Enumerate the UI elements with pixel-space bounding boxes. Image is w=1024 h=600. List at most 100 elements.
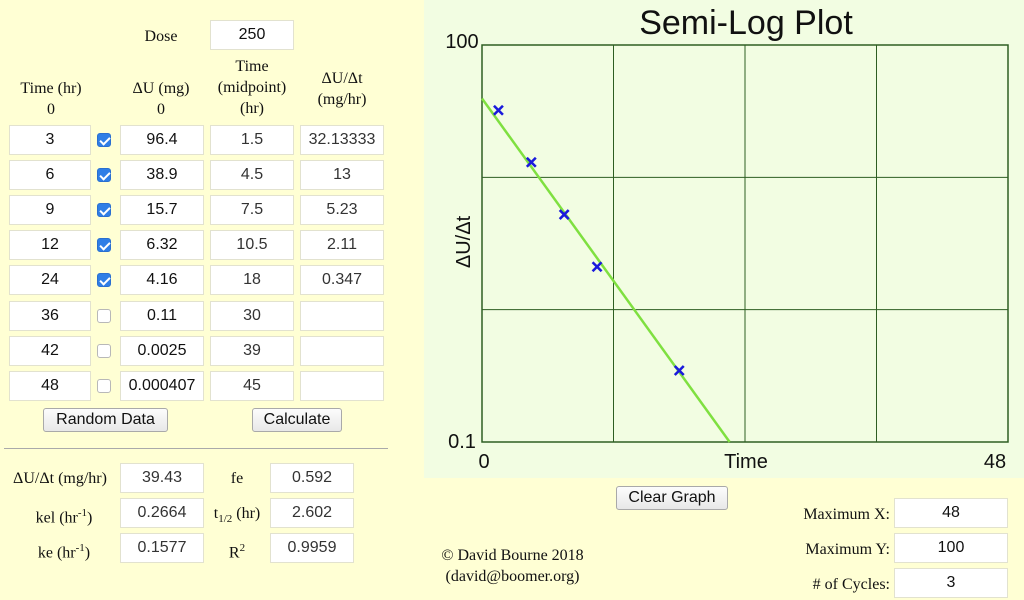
du-input[interactable]: 0.000407	[120, 371, 204, 401]
r2-label: R2	[212, 538, 262, 563]
data-point-stroke	[525, 156, 537, 168]
time-input[interactable]: 9	[9, 195, 91, 225]
du-header-zero: 0	[157, 101, 165, 118]
thalf-label-rest: (hr)	[232, 505, 261, 522]
chart-title: Semi-Log Plot	[639, 4, 853, 42]
midpoint-value[interactable]: 7.5	[210, 195, 294, 225]
row-checkbox[interactable]	[97, 238, 111, 252]
kel-label-text: kel (hr	[35, 509, 78, 527]
du-input[interactable]: 0.0025	[120, 336, 204, 366]
rate-value[interactable]	[300, 301, 384, 331]
fe-value[interactable]: 0.592	[270, 463, 354, 493]
data-point	[558, 209, 570, 221]
du-input[interactable]: 0.11	[120, 301, 204, 331]
rate-value[interactable]: 5.23	[300, 195, 384, 225]
copyright: © David Bourne 2018 (david@boomer.org)	[420, 545, 605, 587]
time-input[interactable]: 3	[9, 125, 91, 155]
row-checkbox[interactable]	[97, 344, 111, 358]
x-tick-right: 48	[984, 451, 1006, 473]
data-point-stroke	[673, 365, 685, 376]
clear-graph-button[interactable]: Clear Graph	[616, 486, 728, 510]
midpoint-value[interactable]: 45	[210, 371, 294, 401]
r2-value[interactable]: 0.9959	[270, 533, 354, 563]
dose-label: Dose	[144, 28, 178, 45]
max-y-input[interactable]: 100	[894, 533, 1008, 563]
rate-value[interactable]	[300, 371, 384, 401]
midpoint-header-line1: Time	[235, 58, 269, 75]
cycles-label: # of Cycles:	[812, 576, 890, 593]
data-point-stroke	[591, 261, 603, 273]
ke-value[interactable]: 0.1577	[120, 533, 204, 563]
y-tick-bottom: 0.1	[448, 431, 476, 453]
time-input[interactable]: 12	[9, 230, 91, 260]
midpoint-header-line2: (midpoint)	[217, 79, 287, 96]
random-data-button[interactable]: Random Data	[43, 408, 168, 432]
row-checkbox[interactable]	[97, 273, 111, 287]
y-tick-top: 100	[445, 31, 478, 53]
midpoint-header-line3: (hr)	[240, 100, 264, 117]
row-checkbox[interactable]	[97, 203, 111, 217]
row-checkbox[interactable]	[97, 168, 111, 182]
midpoint-value[interactable]: 30	[210, 301, 294, 331]
rate-value[interactable]: 32.13333	[300, 125, 384, 155]
thalf-value[interactable]: 2.602	[270, 498, 354, 528]
row-checkbox[interactable]	[97, 133, 111, 147]
kel-value[interactable]: 0.2664	[120, 498, 204, 528]
time-input[interactable]: 36	[9, 301, 91, 331]
du-input[interactable]: 38.9	[120, 160, 204, 190]
rate-header-line2: (mg/hr)	[317, 91, 367, 108]
thalf-label-text: t	[213, 505, 219, 522]
ke-label-sup: -1	[75, 542, 85, 554]
copyright-line2: (david@boomer.org)	[445, 568, 580, 585]
x-axis-label: Time	[724, 451, 768, 473]
du-header: ΔU (mg) 0	[118, 78, 204, 120]
time-input[interactable]: 6	[9, 160, 91, 190]
du-input[interactable]: 15.7	[120, 195, 204, 225]
midpoint-value[interactable]: 39	[210, 336, 294, 366]
y-axis-label: ΔU/Δt	[453, 215, 475, 268]
du-input[interactable]: 96.4	[120, 125, 204, 155]
fit-line	[480, 97, 731, 443]
time-header: Time (hr) 0	[6, 78, 96, 120]
du-input[interactable]: 4.16	[120, 265, 204, 295]
copyright-line1: © David Bourne 2018	[441, 547, 584, 564]
time-input[interactable]: 24	[9, 265, 91, 295]
midpoint-value[interactable]: 18	[210, 265, 294, 295]
rate-value[interactable]	[300, 336, 384, 366]
time-header-title: Time (hr)	[20, 80, 82, 97]
du-header-title: ΔU (mg)	[132, 80, 190, 97]
time-input[interactable]: 42	[9, 336, 91, 366]
thalf-label-sub: 1/2	[218, 513, 233, 526]
row-checkbox[interactable]	[97, 309, 111, 323]
rate-result-value[interactable]: 39.43	[120, 463, 204, 493]
rate-header-line1: ΔU/Δt	[321, 70, 363, 87]
du-input[interactable]: 6.32	[120, 230, 204, 260]
dose-input[interactable]: 250	[210, 20, 294, 50]
data-point	[525, 156, 537, 168]
rate-header: ΔU/Δt (mg/hr)	[296, 68, 388, 110]
ke-label-close: )	[84, 544, 91, 562]
row-checkbox[interactable]	[97, 379, 111, 393]
max-x-label: Maximum X:	[803, 506, 890, 523]
kel-label: kel (hr-1)	[14, 503, 114, 528]
max-x-input[interactable]: 48	[894, 498, 1008, 528]
chart-grid	[481, 44, 1009, 443]
fit-line-group	[480, 97, 731, 443]
time-input[interactable]: 48	[9, 371, 91, 401]
calculate-button[interactable]: Calculate	[252, 408, 342, 432]
divider	[4, 448, 388, 449]
rate-value[interactable]: 2.11	[300, 230, 384, 260]
r2-label-text: R	[228, 544, 240, 562]
rate-value[interactable]: 13	[300, 160, 384, 190]
rate-value[interactable]: 0.347	[300, 265, 384, 295]
data-point	[591, 261, 603, 273]
cycles-input[interactable]: 3	[894, 568, 1008, 598]
data-point-stroke	[493, 104, 504, 116]
max-y-label: Maximum Y:	[805, 541, 890, 558]
midpoint-value[interactable]: 1.5	[210, 125, 294, 155]
time-header-zero: 0	[47, 101, 55, 118]
thalf-label: t1/2 (hr)	[204, 503, 270, 530]
midpoint-value[interactable]: 10.5	[210, 230, 294, 260]
midpoint-value[interactable]: 4.5	[210, 160, 294, 190]
